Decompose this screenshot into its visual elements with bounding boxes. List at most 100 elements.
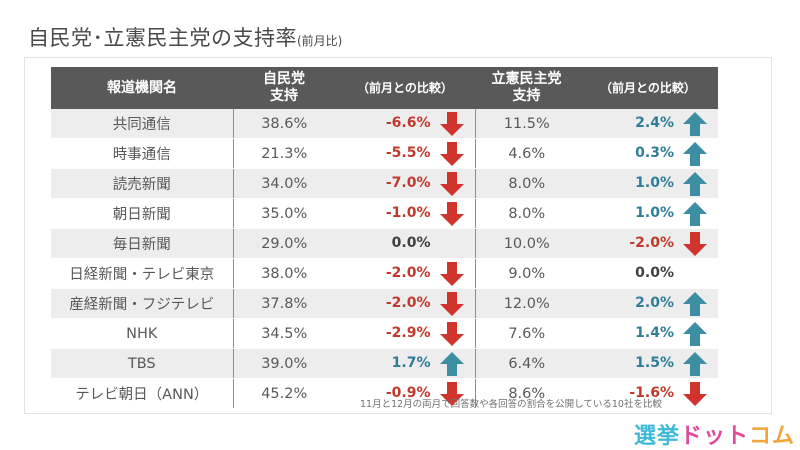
- cdp-support-cell: 11.5%: [474, 109, 578, 139]
- ldp-change-cell-value: 1.7%: [391, 355, 431, 371]
- ldp-change-cell-value: -2.0%: [385, 295, 431, 311]
- cdp-change-cell: 1.4%: [578, 318, 718, 349]
- logo-part-3: コム: [749, 424, 796, 449]
- table-body: 共同通信 38.6% -6.6% 11.5% 2.4% 時事通信 21.3% -5.5% 4.6…: [51, 109, 718, 409]
- org-name-cell: 産経新聞・フジテレビ: [51, 288, 233, 319]
- ldp-support-cell: 29.0%: [232, 228, 335, 259]
- org-name-cell: 毎日新聞: [51, 228, 233, 259]
- ldp-support-cell: 34.0%: [232, 168, 335, 199]
- cdp-change-cell: -1.6%: [578, 378, 718, 409]
- ldp-change-cell-value: -0.9%: [385, 385, 431, 401]
- org-name-cell: 日経新聞・テレビ東京: [51, 258, 233, 289]
- ldp-change-cell-value: -2.0%: [385, 265, 431, 281]
- org-name-cell: 読売新聞: [51, 168, 233, 199]
- arrow-up-icon: [683, 322, 707, 346]
- header-ldp-change: （前月との比較）: [335, 67, 475, 109]
- arrow-down-icon: [683, 232, 707, 256]
- ldp-change-cell: -7.0%: [335, 168, 475, 199]
- footnote: 11月と12月の両月で回答数や各回答の割合を公開している10社を比較: [360, 399, 662, 410]
- cdp-change-cell: 0.3%: [578, 138, 718, 169]
- header-ldp: 自民党 支持: [233, 67, 335, 109]
- cdp-change-cell: 1.5%: [578, 348, 718, 379]
- arrow-up-icon: [439, 352, 464, 376]
- ldp-support-cell: 37.8%: [232, 288, 335, 319]
- arrow-up-icon: [683, 352, 707, 376]
- ldp-change-cell-value: -6.6%: [385, 115, 431, 131]
- header-cdp: 立憲民主党 支持: [475, 67, 578, 109]
- arrow-up-icon: [683, 202, 707, 226]
- org-name-cell: 時事通信: [51, 138, 233, 169]
- cdp-support-cell: 6.4%: [474, 348, 578, 379]
- table-row: 読売新聞 34.0% -7.0% 8.0% 1.0%: [51, 168, 718, 199]
- ldp-change-cell: -0.9%: [335, 378, 475, 409]
- cdp-support-cell: 12.0%: [474, 288, 578, 319]
- ldp-support-cell: 39.0%: [232, 348, 335, 379]
- logo-part-1: 選挙: [634, 424, 681, 449]
- ldp-change-cell-value: -1.0%: [385, 205, 431, 221]
- org-name-cell: TBS: [51, 348, 233, 379]
- ldp-support-cell: 21.3%: [232, 138, 335, 169]
- ldp-change-cell: -1.0%: [335, 198, 475, 229]
- logo-part-2: ドット: [680, 424, 750, 449]
- ldp-change-cell-value: -2.9%: [385, 325, 431, 341]
- cdp-change-cell: -2.0%: [578, 228, 718, 259]
- cdp-support-cell: 4.6%: [474, 138, 578, 169]
- cdp-support-cell: 10.0%: [474, 228, 578, 259]
- site-logo: 選挙ドットコム: [634, 418, 795, 450]
- cdp-change-cell: 2.4%: [578, 109, 718, 139]
- ldp-change-cell: -2.0%: [335, 288, 475, 319]
- table-row: 時事通信 21.3% -5.5% 4.6% 0.3%: [51, 138, 718, 169]
- ldp-change-cell-value: 0.0%: [391, 235, 431, 251]
- cdp-support-cell: 9.0%: [474, 258, 578, 289]
- ldp-support-cell: 38.6%: [232, 109, 335, 139]
- cdp-change-cell-value: -1.6%: [629, 385, 674, 401]
- arrow-up-icon: [683, 292, 707, 316]
- ldp-change-cell-value: -5.5%: [385, 145, 431, 161]
- table-row: 朝日新聞 35.0% -1.0% 8.0% 1.0%: [51, 198, 718, 229]
- title-main: 自民党･立憲民主党の支持率: [28, 26, 297, 50]
- ldp-change-cell-value: -7.0%: [385, 175, 431, 191]
- table-row: NHK 34.5% -2.9% 7.6% 1.4%: [51, 318, 718, 349]
- ldp-change-cell: -2.0%: [335, 258, 475, 289]
- cdp-change-cell-value: -2.0%: [629, 235, 674, 251]
- cdp-change-cell-value: 0.3%: [635, 145, 674, 161]
- ldp-support-cell: 38.0%: [232, 258, 335, 289]
- ldp-change-cell: -5.5%: [335, 138, 475, 169]
- table-row: 産経新聞・フジテレビ 37.8% -2.0% 12.0% 2.0%: [51, 288, 718, 319]
- cdp-change-cell-value: 1.4%: [635, 325, 674, 341]
- cdp-change-cell-value: 2.0%: [635, 295, 674, 311]
- arrow-down-icon: [439, 322, 464, 346]
- table-row: テレビ朝日（ANN） 45.2% -0.9% 8.6% -1.6%: [51, 378, 718, 409]
- arrow-down-icon: [439, 112, 464, 136]
- header-cdp-change: （前月との比較）: [578, 67, 718, 109]
- header-org: 報道機関名: [51, 67, 233, 109]
- approval-table: 報道機関名 自民党 支持 （前月との比較） 立憲民主党 支持 （前月との比較） …: [51, 67, 718, 409]
- cdp-change-cell-value: 1.0%: [635, 205, 674, 221]
- cdp-support-cell: 8.6%: [474, 378, 578, 409]
- ldp-change-cell: 0.0%: [335, 228, 475, 259]
- ldp-change-cell: 1.7%: [335, 348, 475, 379]
- table-header-row: 報道機関名 自民党 支持 （前月との比較） 立憲民主党 支持 （前月との比較）: [51, 67, 718, 109]
- table-row: 共同通信 38.6% -6.6% 11.5% 2.4%: [51, 109, 718, 139]
- arrow-down-icon: [439, 202, 464, 226]
- org-name-cell: NHK: [51, 318, 233, 349]
- arrow-down-icon: [439, 172, 464, 196]
- ldp-support-cell: 45.2%: [232, 378, 335, 409]
- cdp-change-cell-value: 0.0%: [635, 265, 674, 281]
- page-title: 自民党･立憲民主党の支持率(前月比): [28, 22, 342, 52]
- arrow-down-icon: [683, 382, 707, 406]
- org-name-cell: 朝日新聞: [51, 198, 233, 229]
- ldp-change-cell: -6.6%: [335, 109, 475, 139]
- ldp-change-cell: -2.9%: [335, 318, 475, 349]
- cdp-change-cell-value: 1.5%: [635, 355, 674, 371]
- ldp-support-cell: 35.0%: [232, 198, 335, 229]
- org-name-cell: テレビ朝日（ANN）: [51, 378, 233, 409]
- cdp-support-cell: 8.0%: [474, 198, 578, 229]
- arrow-up-icon: [683, 172, 707, 196]
- cdp-change-cell-value: 2.4%: [635, 115, 674, 131]
- arrow-up-icon: [683, 112, 707, 136]
- cdp-change-cell-value: 1.0%: [635, 175, 674, 191]
- table-row: 日経新聞・テレビ東京 38.0% -2.0% 9.0% 0.0%: [51, 258, 718, 289]
- cdp-support-cell: 7.6%: [474, 318, 578, 349]
- arrow-up-icon: [683, 142, 707, 166]
